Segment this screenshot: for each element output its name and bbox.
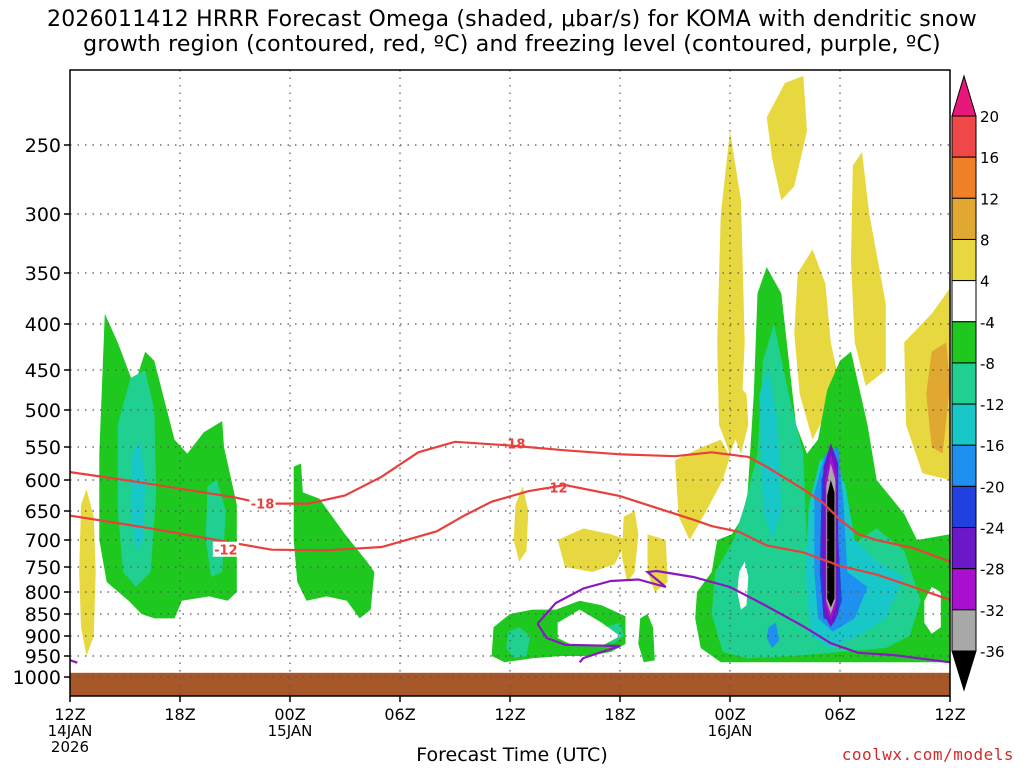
y-tick-label: 1000 bbox=[13, 667, 61, 689]
colorbar-label: 4 bbox=[980, 273, 990, 291]
freezing-level-contour bbox=[536, 569, 950, 664]
y-tick-label: 600 bbox=[25, 470, 61, 492]
x-tick-label: 00Z bbox=[274, 705, 305, 724]
omega-white-hole bbox=[737, 561, 749, 610]
x-tick-label: 18Z bbox=[164, 705, 195, 724]
y-tick-label: 850 bbox=[25, 604, 61, 626]
omega-cyan-area bbox=[759, 370, 782, 540]
y-tick-label: 450 bbox=[25, 360, 61, 382]
colorbar-segment bbox=[951, 115, 977, 158]
colorbar-label: -36 bbox=[980, 643, 1005, 661]
dgz-label-bg bbox=[212, 541, 239, 557]
y-tick-label: 900 bbox=[25, 626, 61, 648]
y-tick-label: 950 bbox=[25, 646, 61, 668]
dgz-contour-label: -18 bbox=[251, 498, 275, 513]
x-year-label: 2026 bbox=[51, 738, 89, 756]
omega-yellow-area bbox=[621, 511, 639, 582]
y-tick-label: 800 bbox=[25, 582, 61, 604]
dgz-contour-label: -18 bbox=[502, 437, 526, 452]
colorbar-segment bbox=[951, 403, 977, 446]
chart-title-line2: growth region (contoured, red, ºC) and f… bbox=[83, 32, 941, 57]
x-date-label: 15JAN bbox=[268, 722, 313, 740]
omega-white-hole bbox=[557, 609, 620, 646]
omega-teal-area bbox=[506, 627, 531, 659]
colorbar-segment bbox=[951, 197, 977, 240]
omega-green-area bbox=[638, 614, 655, 663]
colorbar-segment bbox=[951, 280, 977, 323]
colorbar-label: -28 bbox=[980, 561, 1005, 579]
colorbar-label: 16 bbox=[980, 149, 999, 167]
x-tick-label: 06Z bbox=[384, 705, 415, 724]
y-tick-label: 650 bbox=[25, 501, 61, 523]
colorbar-top-arrow bbox=[951, 74, 977, 117]
x-tick-label: 12Z bbox=[934, 705, 965, 724]
omega-yellow-area bbox=[717, 131, 745, 454]
colorbar-label: -12 bbox=[980, 396, 1005, 414]
colorbar-label: 8 bbox=[980, 231, 990, 249]
dgz-contour-label: -12 bbox=[544, 481, 568, 496]
y-tick-label: 550 bbox=[25, 437, 61, 459]
omega-yellow-area bbox=[851, 151, 886, 386]
chart-title-line1: 2026011412 HRRR Forecast Omega (shaded, … bbox=[47, 7, 977, 32]
x-axis-title: Forecast Time (UTC) bbox=[416, 744, 608, 766]
x-tick-label: 18Z bbox=[604, 705, 635, 724]
omega-cyan-area bbox=[130, 439, 146, 551]
omega-blue-area bbox=[766, 622, 780, 648]
colorbar-bottom-arrow bbox=[951, 650, 977, 692]
contour-lines: -18 -12 -18 -12 bbox=[70, 437, 950, 664]
colorbar-label: -24 bbox=[980, 520, 1005, 538]
colorbar-label: -4 bbox=[980, 314, 995, 332]
x-tick-label: 06Z bbox=[824, 705, 855, 724]
colorbar-label: -16 bbox=[980, 437, 1005, 455]
colorbar-segment bbox=[951, 238, 977, 282]
colorbar-label: 20 bbox=[980, 108, 999, 126]
colorbar-label: -32 bbox=[980, 602, 1005, 620]
omega-yellow-area bbox=[735, 386, 749, 454]
y-tick-label: 350 bbox=[25, 263, 61, 285]
colorbar-segment bbox=[951, 362, 977, 405]
y-tick-label: 500 bbox=[25, 400, 61, 422]
dgz-contour bbox=[70, 483, 950, 601]
y-tick-label: 700 bbox=[25, 530, 61, 552]
colorbar-label: -20 bbox=[980, 478, 1005, 496]
colorbar-segment bbox=[951, 444, 977, 487]
omega-yellow-area bbox=[557, 528, 628, 572]
freezing-level-contour bbox=[536, 623, 621, 664]
x-date-label: 16JAN bbox=[708, 722, 753, 740]
omega-white-hole bbox=[924, 587, 941, 634]
colorbar: 20 16 12 8 4 -4 -8 -12 -16 -20 -24 -28 -32 -36 bbox=[951, 74, 1005, 692]
colorbar-segment bbox=[951, 568, 977, 611]
y-tick-label: 250 bbox=[25, 135, 61, 157]
colorbar-segment bbox=[951, 485, 977, 529]
y-tick-label: 300 bbox=[25, 204, 61, 226]
y-axis: 2503003504004505005506006507007508008509… bbox=[13, 135, 70, 689]
dgz-label-bg bbox=[249, 495, 276, 511]
omega-yellow-area bbox=[675, 439, 730, 540]
dgz-contour-label: -12 bbox=[214, 544, 238, 559]
colorbar-segment bbox=[951, 609, 977, 652]
x-tick-label: 12Z bbox=[494, 705, 525, 724]
y-tick-label: 750 bbox=[25, 557, 61, 579]
colorbar-label: 12 bbox=[980, 190, 999, 208]
freezing-level-contour bbox=[70, 659, 78, 664]
colorbar-label: -8 bbox=[980, 355, 995, 373]
omega-yellow-area bbox=[513, 486, 529, 562]
colorbar-segment bbox=[951, 527, 977, 570]
y-tick-label: 400 bbox=[25, 314, 61, 336]
colorbar-segment bbox=[951, 321, 977, 364]
x-tick-label: 12Z bbox=[54, 705, 85, 724]
colorbar-segment bbox=[951, 156, 977, 199]
omega-yellow-area bbox=[766, 76, 807, 201]
omega-orange-area bbox=[926, 342, 950, 454]
x-tick-label: 00Z bbox=[714, 705, 745, 724]
omega-yellow-area bbox=[79, 489, 96, 656]
omega-black-core bbox=[827, 480, 835, 608]
x-date-label: 14JAN bbox=[48, 722, 93, 740]
credit-text: coolwx.com/models bbox=[841, 745, 1014, 764]
